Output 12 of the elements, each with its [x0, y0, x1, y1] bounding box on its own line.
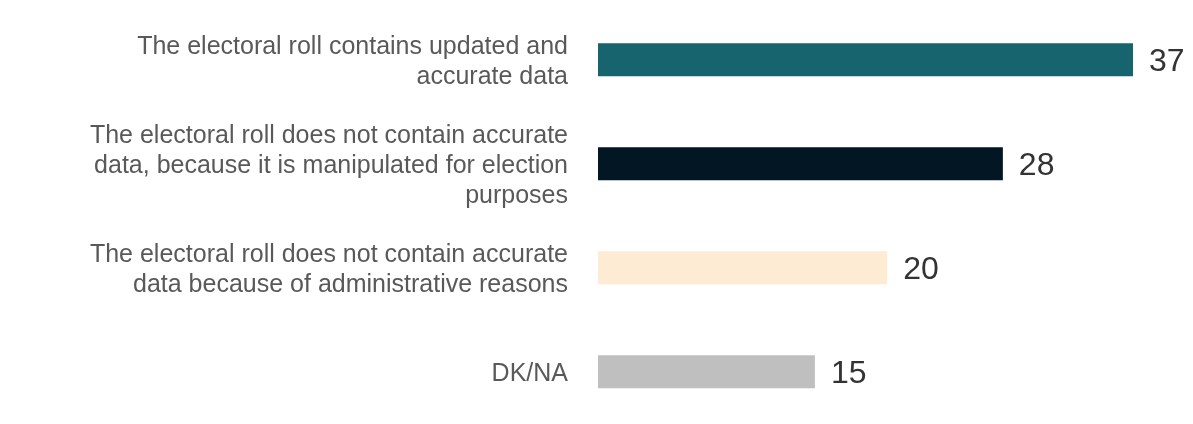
- bar: [598, 147, 1003, 181]
- bar: [598, 355, 815, 389]
- data-label: 37: [1149, 42, 1185, 79]
- y-tick-label: The electoral roll does not contain accurate data, because it is manipulated for election purposes: [89, 119, 568, 208]
- data-label: 20: [903, 250, 939, 287]
- y-tick-label: The electoral roll does not contain accurate data because of administrative reasons: [89, 238, 568, 297]
- data-label: 28: [1018, 146, 1055, 183]
- data-label: 15: [830, 354, 867, 391]
- bar: [598, 251, 888, 285]
- bar: [598, 43, 1133, 77]
- y-tick-label: The electoral roll contains updated and accurate data: [137, 30, 569, 89]
- y-tick-label: DK/NA: [491, 357, 569, 386]
